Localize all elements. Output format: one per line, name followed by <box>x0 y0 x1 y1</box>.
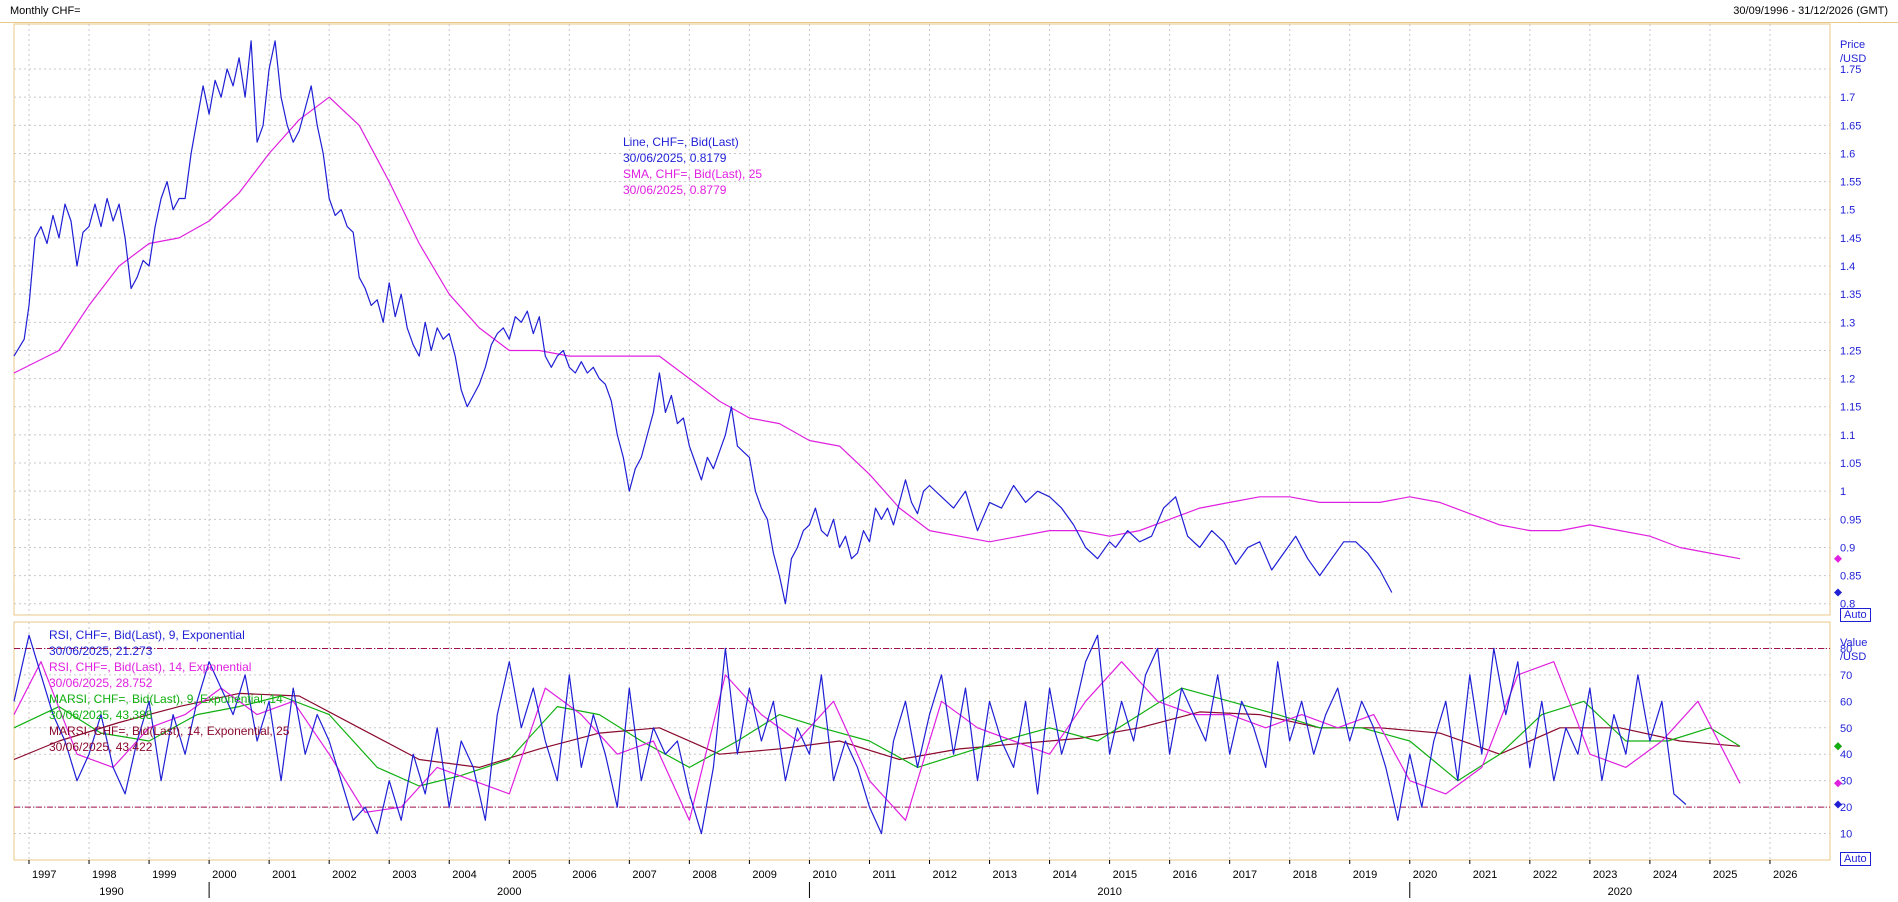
price-tick-label: 1.35 <box>1840 289 1861 301</box>
price-tick-label: 0.95 <box>1840 514 1861 526</box>
marsi14-legend-value: 30/06/2025, 43.422 <box>49 740 153 754</box>
price-tick-label: 1.1 <box>1840 430 1855 442</box>
x-tick-label: 2005 <box>512 869 536 881</box>
marsi9-legend: MARSI, CHF=, Bid(Last), 9, Exponential, … <box>49 692 283 706</box>
x-tick-label: 1999 <box>152 869 176 881</box>
indicator-auto-button[interactable]: Auto <box>1840 852 1871 866</box>
price-series-line <box>13 40 1393 605</box>
x-tick-label: 2004 <box>452 869 476 881</box>
x-tick-label: 2003 <box>392 869 416 881</box>
marsi14-series-line <box>13 692 1741 769</box>
indicator-tick-label: 60 <box>1840 696 1852 708</box>
x-tick-label: 2009 <box>752 869 776 881</box>
x-tick-label: 2022 <box>1533 869 1557 881</box>
price-tick-label: 1.25 <box>1840 345 1861 357</box>
x-tick-label: 2010 <box>812 869 836 881</box>
indicator-axis-unit: /USD <box>1840 651 1866 663</box>
decade-label: 1990 <box>99 886 123 898</box>
price-auto-button[interactable]: Auto <box>1840 608 1871 622</box>
rsi9-legend: RSI, CHF=, Bid(Last), 9, Exponential <box>49 628 245 642</box>
rsi9-series-line <box>13 634 1687 835</box>
decade-label: 2010 <box>1097 886 1121 898</box>
indicator-tick-label: 50 <box>1840 723 1852 735</box>
price-tick-label: 1.45 <box>1840 233 1861 245</box>
price-legend: Line, CHF=, Bid(Last) 30/06/2025, 0.8179… <box>623 134 762 198</box>
x-tick-label: 2007 <box>632 869 656 881</box>
x-tick-label: 2025 <box>1713 869 1737 881</box>
price-tick-label: 1.4 <box>1840 261 1855 273</box>
indicator-tick-label: 70 <box>1840 670 1852 682</box>
x-tick-label: 2001 <box>272 869 296 881</box>
x-tick-label: 2015 <box>1113 869 1137 881</box>
sma-series-line-last-marker <box>1834 554 1842 563</box>
price-tick-label: 1.15 <box>1840 402 1861 414</box>
x-tick-label: 1997 <box>32 869 56 881</box>
price-series-line-last-marker <box>1834 588 1842 597</box>
price-tick-label: 1.7 <box>1840 92 1855 104</box>
chart-title: Monthly CHF= <box>10 5 81 17</box>
price-tick-label: 1 <box>1840 486 1846 498</box>
price-legend-sma: SMA, CHF=, Bid(Last), 25 <box>623 167 763 181</box>
x-tick-label: 2021 <box>1473 869 1497 881</box>
x-tick-label: 2026 <box>1773 869 1797 881</box>
marsi9-series-line <box>13 687 1741 787</box>
x-tick-label: 2018 <box>1293 869 1317 881</box>
indicator-tick-label: 80 <box>1840 643 1852 655</box>
x-tick-label: 2013 <box>993 869 1017 881</box>
price-tick-label: 1.2 <box>1840 374 1855 386</box>
x-tick-label: 2000 <box>212 869 236 881</box>
x-tick-label: 2002 <box>332 869 356 881</box>
marsi14-legend: MARSI, CHF=, Bid(Last), 14, Exponential,… <box>49 724 290 738</box>
indicator-axis-title: Value <box>1840 637 1867 649</box>
x-tick-label: 2024 <box>1653 869 1677 881</box>
price-legend-sma-value: 30/06/2025, 0.8779 <box>623 183 727 197</box>
indicator-tick-label: 10 <box>1840 829 1852 841</box>
x-tick-label: 2023 <box>1593 869 1617 881</box>
marsi9-series-line-last-marker <box>1834 742 1842 751</box>
rsi9-legend-value: 30/06/2025, 21.273 <box>49 644 153 658</box>
indicator-tick-label: 20 <box>1840 802 1852 814</box>
sma-series-line <box>13 96 1741 560</box>
marsi9-legend-value: 30/06/2025, 43.388 <box>49 708 153 722</box>
price-axis-title: Price <box>1840 39 1865 51</box>
price-legend-line-1-value: 30/06/2025, 0.8179 <box>623 151 727 165</box>
price-panel-frame <box>13 23 1831 616</box>
price-tick-label: 1.65 <box>1840 120 1861 132</box>
x-tick-label: 2014 <box>1053 869 1077 881</box>
decade-label: 2000 <box>497 886 521 898</box>
price-tick-label: 0.8 <box>1840 599 1855 611</box>
x-tick-label: 2012 <box>933 869 957 881</box>
x-tick-label: 2017 <box>1233 869 1257 881</box>
price-tick-label: 1.55 <box>1840 177 1861 189</box>
indicator-tick-label: 30 <box>1840 776 1852 788</box>
rsi9-series-line-last-marker <box>1834 800 1842 809</box>
rsi14-legend-value: 30/06/2025, 28.752 <box>49 676 153 690</box>
decade-label: 2020 <box>1608 886 1632 898</box>
indicator-tick-label: 40 <box>1840 749 1852 761</box>
rsi14-series-line-last-marker <box>1834 779 1842 788</box>
date-range: 30/09/1996 - 31/12/2026 (GMT) <box>1733 5 1888 17</box>
x-tick-label: 2008 <box>692 869 716 881</box>
rsi14-series-line <box>13 661 1741 821</box>
price-axis-unit: /USD <box>1840 53 1866 65</box>
x-tick-label: 2019 <box>1353 869 1377 881</box>
price-tick-label: 1.5 <box>1840 205 1855 217</box>
indicator-panel-frame <box>13 621 1831 861</box>
x-tick-label: 2020 <box>1413 869 1437 881</box>
x-tick-label: 2016 <box>1173 869 1197 881</box>
price-legend-line-1: Line, CHF=, Bid(Last) <box>623 135 739 149</box>
x-tick-label: 2006 <box>572 869 596 881</box>
price-tick-label: 1.75 <box>1840 64 1861 76</box>
price-tick-label: 1.6 <box>1840 148 1855 160</box>
x-tick-label: 1998 <box>92 869 116 881</box>
indicator-legend: RSI, CHF=, Bid(Last), 9, Exponential 30/… <box>49 627 289 755</box>
title-bar: Monthly CHF= 30/09/1996 - 31/12/2026 (GM… <box>0 0 1898 23</box>
x-tick-label: 2011 <box>872 869 896 881</box>
price-tick-label: 1.3 <box>1840 317 1855 329</box>
price-tick-label: 0.85 <box>1840 571 1861 583</box>
price-tick-label: 0.9 <box>1840 542 1855 554</box>
price-tick-label: 1.05 <box>1840 458 1861 470</box>
rsi14-legend: RSI, CHF=, Bid(Last), 14, Exponential <box>49 660 252 674</box>
